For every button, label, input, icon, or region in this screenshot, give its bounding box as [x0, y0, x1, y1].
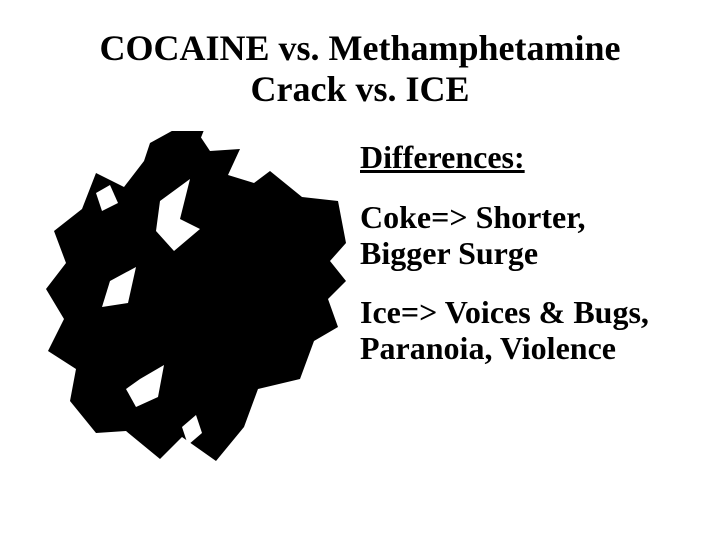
- text-column: Differences: Coke=> Shorter, Bigger Surg…: [350, 131, 680, 391]
- content-row: Differences: Coke=> Shorter, Bigger Surg…: [40, 131, 680, 471]
- abstract-silhouette-icon: [40, 131, 350, 471]
- slide-title: COCAINE vs. Methamphetamine Crack vs. IC…: [40, 28, 680, 111]
- graphic-container: [40, 131, 350, 471]
- title-line-2: Crack vs. ICE: [40, 69, 680, 110]
- point-2: Ice=> Voices & Bugs, Paranoia, Violence: [360, 295, 680, 367]
- differences-heading: Differences:: [360, 139, 680, 176]
- title-line-1: COCAINE vs. Methamphetamine: [40, 28, 680, 69]
- slide: COCAINE vs. Methamphetamine Crack vs. IC…: [0, 0, 720, 540]
- point-1: Coke=> Shorter, Bigger Surge: [360, 200, 680, 272]
